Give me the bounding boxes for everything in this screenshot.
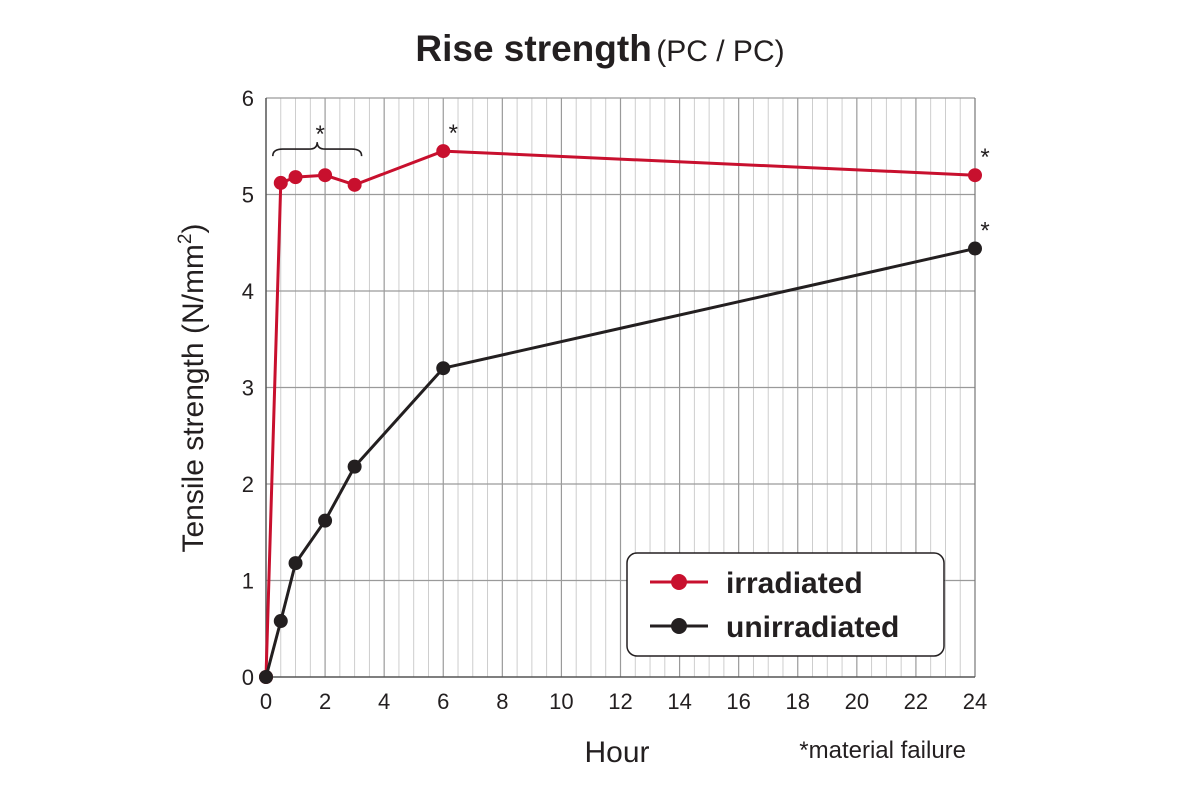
footnote: *material failure <box>799 737 966 764</box>
annotations: * * * * <box>271 120 990 245</box>
data-point-irradiated <box>347 177 362 192</box>
failure-brace <box>271 142 363 157</box>
chart-title-main: Rise strength <box>415 28 652 69</box>
x-tick-label: 24 <box>963 689 987 714</box>
y-tick-label: 3 <box>242 376 254 401</box>
chart-title: Rise strength (PC / PC) <box>0 28 1200 70</box>
data-point-unirradiated <box>259 670 273 684</box>
x-tick-label: 14 <box>667 689 691 714</box>
y-tick-label: 4 <box>242 279 254 304</box>
y-axis-label-close: ) <box>177 223 210 233</box>
x-tick-label: 16 <box>726 689 750 714</box>
x-tick-label: 18 <box>786 689 810 714</box>
failure-marker: * <box>980 144 989 171</box>
x-tick-label: 2 <box>319 689 331 714</box>
y-tick-label: 5 <box>242 183 254 208</box>
y-axis-label-text: Tensile strength (N/mm <box>177 244 210 552</box>
data-point-irradiated <box>288 170 303 185</box>
failure-marker: * <box>980 218 989 245</box>
axes <box>265 98 976 678</box>
failure-marker: * <box>449 120 458 147</box>
failure-marker: * <box>316 121 325 148</box>
x-tick-label: 20 <box>845 689 869 714</box>
data-point-unirradiated <box>318 513 333 528</box>
y-tick-label: 1 <box>242 569 254 594</box>
legend-label-unirradiated: unirradiated <box>726 611 899 644</box>
y-axis-label-superscript: 2 <box>175 233 196 244</box>
y-tick-label: 0 <box>242 665 254 690</box>
data-point-irradiated <box>436 144 451 159</box>
x-tick-label: 4 <box>378 689 390 714</box>
legend-box <box>626 552 945 657</box>
y-tick-label: 6 <box>242 86 254 111</box>
legend-marker-unirradiated <box>671 618 687 634</box>
y-axis-label: Tensile strength (N/mm2) <box>175 223 210 552</box>
data-point-unirradiated <box>436 361 451 376</box>
data-point-irradiated <box>968 168 982 183</box>
legend: irradiated unirradiated <box>626 552 945 657</box>
data-point-irradiated <box>318 168 333 183</box>
data-point-unirradiated <box>288 556 303 571</box>
chart-title-sub: (PC / PC) <box>656 35 785 68</box>
y-tick-label: 2 <box>242 472 254 497</box>
data-point-unirradiated <box>968 241 982 256</box>
x-tick-label: 8 <box>496 689 508 714</box>
series-group <box>259 144 982 684</box>
x-tick-label: 10 <box>549 689 573 714</box>
x-tick-label: 0 <box>260 689 272 714</box>
x-tick-label: 22 <box>904 689 928 714</box>
legend-label-irradiated: irradiated <box>726 567 863 600</box>
data-point-unirradiated <box>347 459 362 474</box>
x-axis-label: Hour <box>584 736 649 769</box>
legend-marker-irradiated <box>671 574 687 590</box>
data-point-unirradiated <box>273 614 288 629</box>
x-tick-label: 12 <box>608 689 632 714</box>
x-tick-label: 6 <box>437 689 449 714</box>
data-point-irradiated <box>273 175 288 190</box>
